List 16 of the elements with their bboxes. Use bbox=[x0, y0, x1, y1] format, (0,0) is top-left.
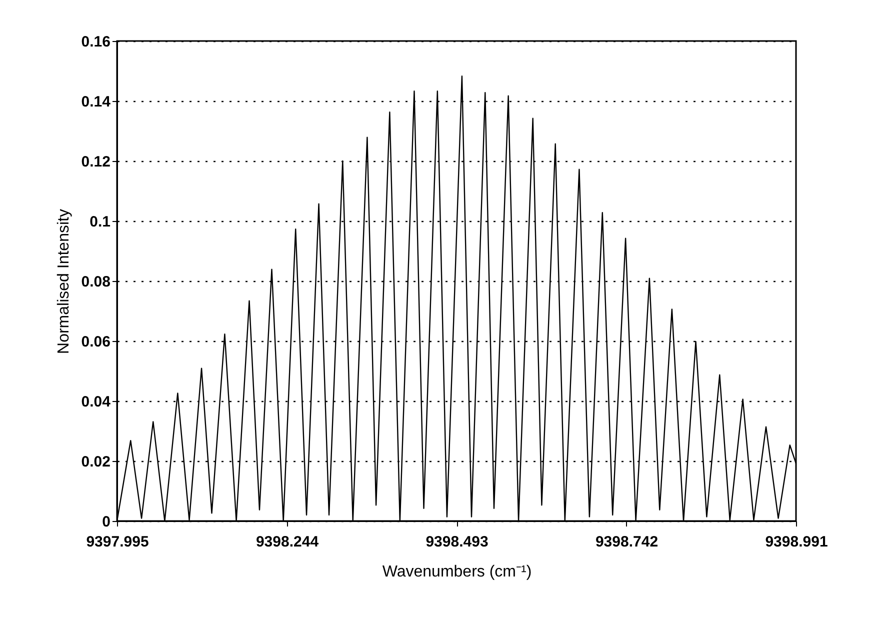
y-tick-label: 0.14 bbox=[81, 94, 112, 110]
y-tick-label: 0.06 bbox=[81, 334, 110, 350]
y-tick-label: 0.04 bbox=[81, 394, 112, 410]
x-axis-title: Wavenumbers (cm⁻¹) bbox=[382, 564, 532, 580]
y-tick-label: 0.12 bbox=[81, 154, 110, 170]
y-axis-title: Normalised Intensity bbox=[55, 209, 72, 354]
y-tick-label: 0.16 bbox=[81, 34, 110, 50]
x-tick-label: 9398.742 bbox=[595, 534, 658, 550]
x-tick-label: 9398.493 bbox=[426, 534, 488, 550]
y-tick-label: 0.08 bbox=[81, 274, 110, 290]
y-tick-label: 0 bbox=[102, 514, 110, 530]
y-tick-label: 0.02 bbox=[81, 454, 110, 470]
x-tick-label: 9398.991 bbox=[765, 534, 828, 550]
y-tick-label: 0.1 bbox=[90, 214, 110, 230]
x-tick-label: 9398.244 bbox=[256, 534, 320, 550]
x-tick-label: 9397.995 bbox=[86, 534, 149, 550]
